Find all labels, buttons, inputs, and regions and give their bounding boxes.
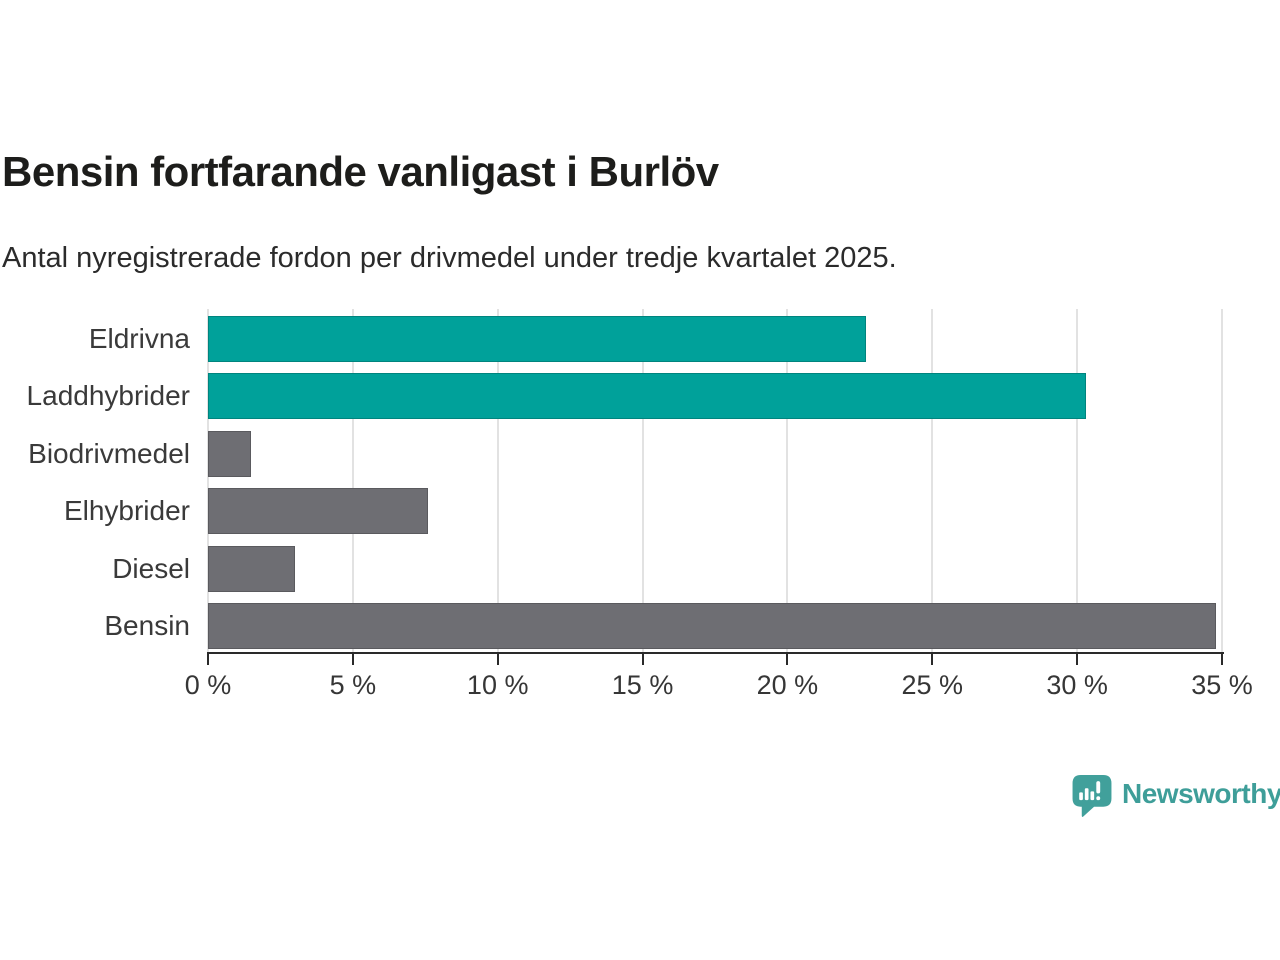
- newsworthy-speech-bubble-chart-icon: [1072, 775, 1112, 817]
- tick-label: 10 %: [466, 670, 529, 700]
- chart-subtitle: Antal nyregistrerade fordon per drivmede…: [2, 242, 897, 274]
- gridline-5: [351, 309, 354, 653]
- tick-label: 25 %: [901, 670, 964, 700]
- tick-label: 5 %: [329, 670, 377, 700]
- gridline-35: [1221, 309, 1223, 653]
- category-label: Biodrivmedel: [28, 437, 190, 469]
- category-label: Laddhybrider: [26, 380, 190, 412]
- gridline-20: [786, 309, 789, 653]
- tick-label: 30 %: [1046, 670, 1108, 700]
- gridline-15: [641, 309, 644, 653]
- tick-mark: [1221, 652, 1223, 665]
- tick-mark: [351, 652, 354, 665]
- bar: [208, 545, 295, 592]
- bar: [208, 603, 1217, 649]
- gridline-0: [207, 309, 209, 653]
- tick-mark: [641, 652, 644, 665]
- bar: [208, 430, 252, 477]
- category-label: Diesel: [112, 552, 190, 584]
- tick-label: 35 %: [1191, 670, 1253, 700]
- category-label: Elhybrider: [63, 495, 190, 527]
- tick-label: 20 %: [756, 670, 819, 700]
- tick-mark: [931, 652, 934, 665]
- gridline-10: [496, 309, 499, 653]
- bar: [208, 373, 1086, 420]
- tick-mark: [207, 652, 209, 665]
- tick-mark: [786, 652, 789, 665]
- gridline-30: [1076, 309, 1079, 653]
- bar: [208, 316, 866, 362]
- bar: [208, 488, 429, 535]
- gridline-25: [931, 309, 934, 653]
- tick-label: 0 %: [184, 670, 232, 700]
- x-axis-line: [207, 652, 1224, 654]
- category-label: Bensin: [104, 610, 190, 641]
- newsworthy-logo: Newsworthy: [1072, 775, 1280, 821]
- newsworthy-logo-text: Newsworthy: [1122, 778, 1280, 809]
- tick-label: 15 %: [611, 670, 674, 700]
- tick-mark: [1076, 652, 1079, 665]
- tick-mark: [496, 652, 499, 665]
- chart-title: Bensin fortfarande vanligast i Burlöv: [2, 148, 719, 195]
- category-label: Eldrivna: [88, 323, 190, 354]
